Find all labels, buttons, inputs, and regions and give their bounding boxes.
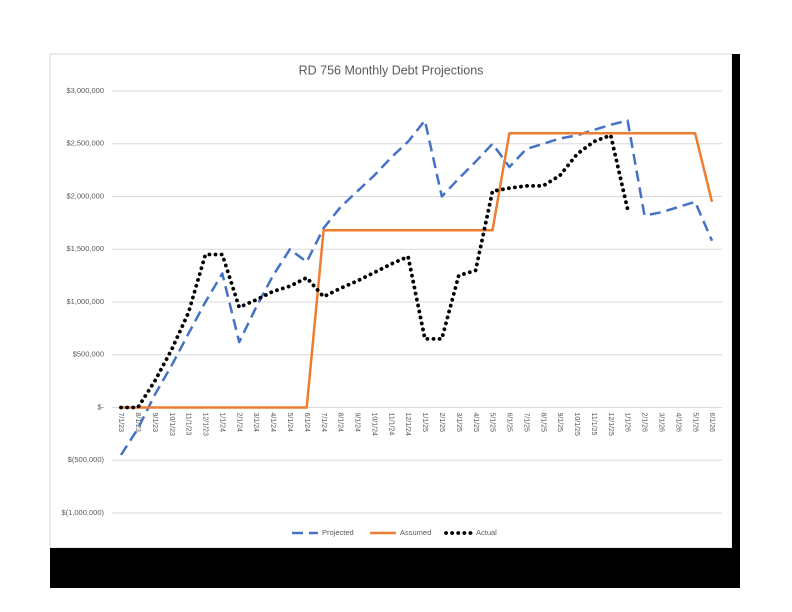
legend-label: Assumed [400, 528, 431, 537]
x-tick-label: 9/1/25 [556, 413, 563, 433]
series-line [121, 131, 714, 409]
x-tick-label: 3/1/24 [252, 413, 259, 433]
x-tick-label: 4/1/26 [674, 413, 681, 433]
y-tick-label: $500,000 [73, 350, 104, 359]
x-tick-label: 6/1/24 [303, 413, 310, 433]
series-line [119, 119, 714, 456]
y-tick-label: $- [97, 402, 104, 411]
border-strip [50, 548, 740, 588]
x-tick-label: 2/1/25 [438, 413, 445, 433]
legend-label: Actual [476, 528, 497, 537]
x-tick-label: 2/1/24 [235, 413, 242, 433]
x-tick-label: 7/1/25 [522, 413, 529, 433]
x-tick-label: 4/1/25 [472, 413, 479, 433]
legend-label: Projected [322, 528, 354, 537]
y-tick-label: $2,000,000 [66, 191, 104, 200]
y-tick-label: $1,500,000 [66, 244, 104, 253]
x-tick-label: 12/1/25 [607, 413, 614, 436]
x-tick-label: 1/1/24 [218, 413, 225, 433]
x-tick-label: 1/1/26 [624, 413, 631, 433]
x-tick-label: 5/1/25 [489, 413, 496, 433]
y-tick-label: $3,000,000 [66, 86, 104, 95]
x-tick-label: 12/1/24 [404, 413, 411, 436]
series-line [119, 133, 630, 410]
x-tick-label: 7/1/24 [320, 413, 327, 433]
x-tick-label: 7/1/23 [117, 413, 124, 433]
x-tick-label: 5/1/26 [691, 413, 698, 433]
x-tick-label: 2/1/26 [641, 413, 648, 433]
x-tick-label: 6/1/25 [506, 413, 513, 433]
x-tick-label: 4/1/24 [269, 413, 276, 433]
x-tick-label: 11/1/25 [590, 413, 597, 436]
x-tick-label: 8/1/24 [337, 413, 344, 433]
x-tick-label: 10/1/25 [573, 413, 580, 436]
y-tick-label: $1,000,000 [66, 297, 104, 306]
x-tick-label: 5/1/24 [286, 413, 293, 433]
x-tick-label: 3/1/25 [455, 413, 462, 433]
x-tick-label: 9/1/24 [354, 413, 361, 433]
y-tick-label: $2,500,000 [66, 139, 104, 148]
x-tick-label: 1/1/25 [421, 413, 428, 433]
chart-area [49, 53, 733, 549]
x-tick-label: 11/1/24 [387, 413, 394, 436]
chart-title: RD 756 Monthly Debt Projections [299, 63, 484, 77]
x-tick-label: 9/1/23 [151, 413, 158, 433]
x-tick-label: 11/1/23 [185, 413, 192, 436]
x-tick-label: 12/1/23 [202, 413, 209, 436]
x-tick-label: 8/1/25 [539, 413, 546, 433]
x-tick-label: 10/1/23 [168, 413, 175, 436]
y-tick-label: $(500,000) [68, 455, 105, 464]
border-strip [732, 54, 740, 588]
y-tick-label: $(1,000,000) [61, 508, 104, 517]
x-tick-label: 8/1/23 [134, 413, 141, 433]
x-tick-label: 3/1/26 [657, 413, 664, 433]
x-tick-label: 10/1/24 [370, 413, 377, 436]
x-tick-label: 6/1/26 [708, 413, 715, 433]
